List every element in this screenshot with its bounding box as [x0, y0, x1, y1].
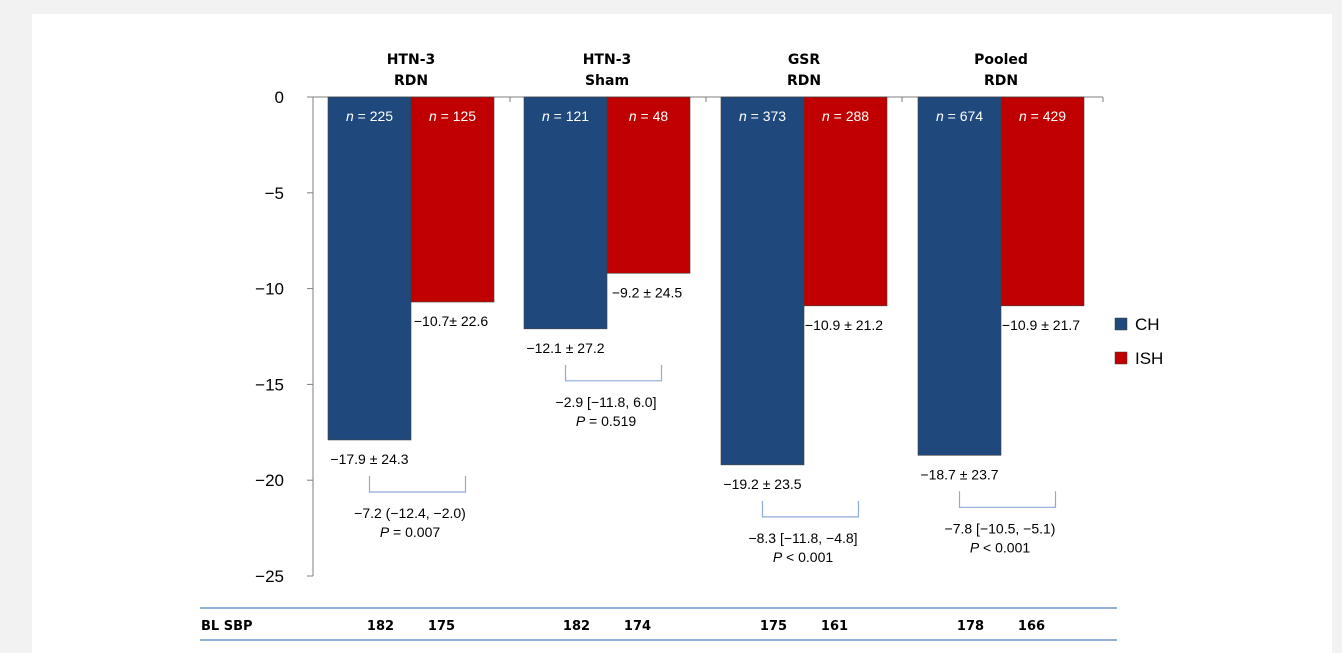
y-tick-label: 0 [275, 88, 284, 107]
baseline-value: 166 [1018, 619, 1045, 634]
bar-chart: 0 −5 −10 −15 −20 −25 HTN-3 RDN HTN-3 Sham GSR RDN Po… [200, 52, 1163, 641]
n-label: n = 429 [1019, 108, 1066, 124]
p-value-label: P = 0.007 [380, 524, 441, 540]
legend-label: CH [1135, 315, 1160, 334]
legend-label: ISH [1135, 349, 1163, 368]
p-value-label: P < 0.001 [773, 549, 834, 565]
baseline-value: 175 [428, 619, 455, 634]
baseline-label: BL SBP [201, 619, 253, 634]
group-title: Sham [585, 73, 629, 89]
bar-ish [410, 96, 495, 303]
p-value-label: P = 0.519 [576, 413, 637, 429]
n-label: n = 121 [542, 108, 589, 124]
y-tick-label: −15 [255, 375, 284, 394]
bar-ch [720, 96, 805, 466]
bar-ish [803, 96, 888, 307]
bar-ch [523, 96, 608, 330]
bar-ch [327, 96, 412, 441]
p-value-label: P < 0.001 [970, 539, 1031, 555]
bar-ish [606, 96, 691, 274]
y-tick-label: −20 [255, 471, 284, 490]
group-title: Pooled [974, 52, 1028, 68]
n-label: n = 125 [429, 108, 476, 124]
bar-ish [1000, 96, 1085, 307]
bar-ch [917, 96, 1002, 456]
legend-swatch [1114, 351, 1128, 365]
n-label: n = 288 [822, 108, 869, 124]
difference-label: −7.8 [−10.5, −5.1) [945, 520, 1056, 536]
n-label: n = 373 [739, 108, 786, 124]
bar-value-label: −9.2 ± 24.5 [612, 284, 683, 300]
bar-value-label: −10.7± 22.6 [414, 313, 488, 329]
group-title: GSR [788, 52, 821, 68]
group-title: RDN [984, 73, 1018, 89]
difference-bracket [368, 475, 467, 493]
y-tick-label: −25 [255, 567, 284, 586]
group-title: RDN [787, 73, 821, 89]
y-tick-label: −10 [255, 280, 284, 299]
bar-value-label: −19.2 ± 23.5 [723, 476, 801, 492]
baseline-value: 182 [563, 619, 590, 634]
legend-swatch [1114, 317, 1128, 331]
bar-value-label: −17.9 ± 24.3 [330, 451, 408, 467]
difference-bracket [958, 491, 1057, 508]
difference-label: −2.9 [−11.8, 6.0] [556, 394, 657, 410]
bar-value-label: −10.9 ± 21.2 [805, 317, 883, 333]
baseline-value: 182 [367, 619, 394, 634]
n-label: n = 48 [629, 108, 669, 124]
bar-value-label: −18.7 ± 23.7 [920, 466, 998, 482]
baseline-value: 175 [760, 619, 787, 634]
y-tick-label: −5 [265, 184, 284, 203]
chart-panel: 0 −5 −10 −15 −20 −25 HTN-3 RDN HTN-3 Sham GSR RDN Po… [32, 14, 1332, 653]
bar-value-label: −12.1 ± 27.2 [526, 340, 604, 356]
group-title: RDN [394, 73, 428, 89]
baseline-value: 174 [624, 619, 651, 634]
bar-value-label: −10.9 ± 21.7 [1002, 317, 1080, 333]
baseline-value: 178 [957, 619, 984, 634]
group-title: HTN-3 [387, 52, 436, 68]
n-label: n = 225 [346, 108, 393, 124]
difference-bracket [564, 364, 663, 382]
group-title: HTN-3 [583, 52, 632, 68]
difference-label: −7.2 (−12.4, −2.0) [354, 505, 466, 521]
difference-bracket [761, 500, 860, 518]
n-label: n = 674 [936, 108, 983, 124]
difference-label: −8.3 [−11.8, −4.8] [748, 530, 857, 546]
baseline-value: 161 [821, 619, 848, 634]
